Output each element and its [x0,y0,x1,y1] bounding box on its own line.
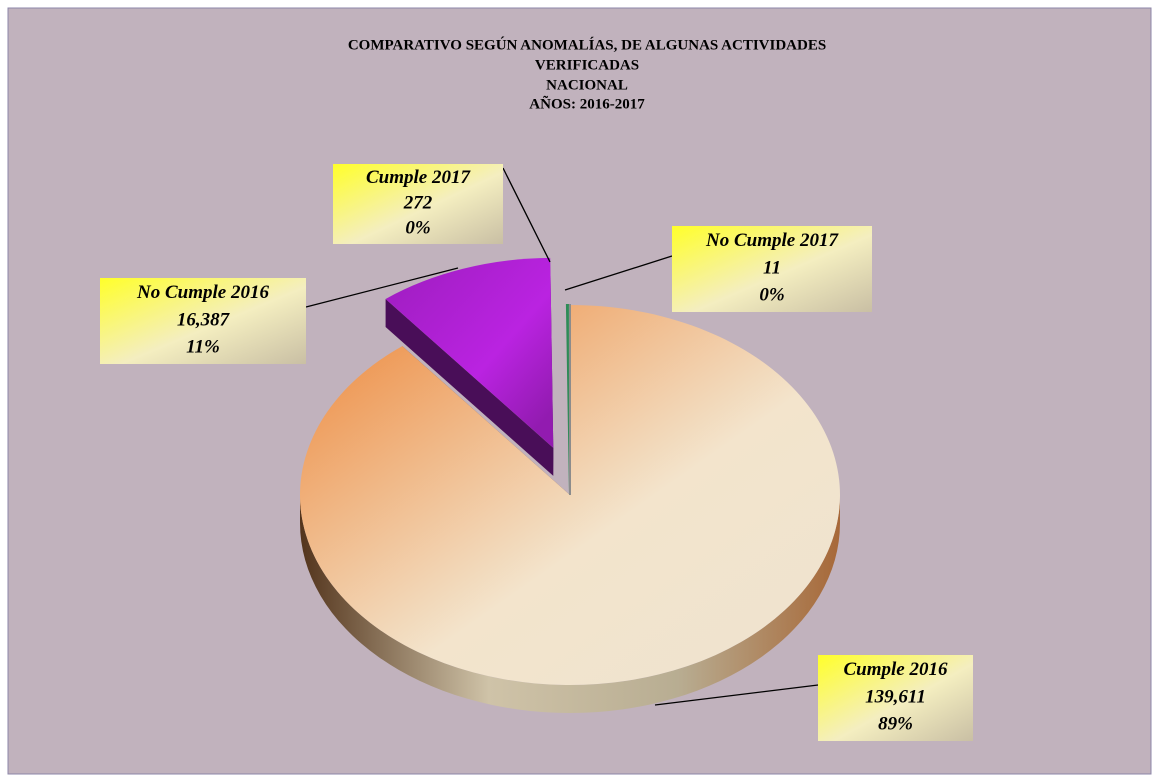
label-percent: 0% [759,285,784,306]
pie [300,257,840,713]
title-line: NACIONAL [546,77,628,93]
data-label: Cumple 2017 272 0% [333,164,503,244]
label-box [100,278,306,364]
label-percent: 11% [186,337,220,358]
label-box [818,655,973,741]
leader-line [305,267,459,308]
data-label: Cumple 2016 139,611 89% [818,655,973,741]
label-box [333,164,503,244]
label-value: 272 [403,192,433,213]
label-value: 16,387 [177,309,231,330]
leader-line [564,255,673,291]
leader-line [654,684,819,706]
label-value: 11 [763,257,781,278]
chart-title: COMPARATIVO SEGÚN ANOMALÍAS, DE ALGUNAS … [348,36,826,112]
label-category: Cumple 2017 [366,167,471,188]
slice-face [385,298,554,476]
title-line: VERIFICADAS [535,57,639,73]
pie-slice [385,257,554,448]
data-label: No Cumple 2016 16,387 11% [100,278,306,364]
title-line: AÑOS: 2016-2017 [529,94,645,112]
label-category: Cumple 2016 [844,659,948,680]
label-box [672,226,872,312]
data-label: No Cumple 2017 11 0% [672,226,872,312]
label-percent: 89% [878,714,913,735]
label-category: No Cumple 2016 [136,282,269,303]
leader-line [502,167,551,263]
label-value: 139,611 [865,686,926,707]
title-line: COMPARATIVO SEGÚN ANOMALÍAS, DE ALGUNAS … [348,36,826,53]
label-percent: 0% [405,218,430,239]
label-category: No Cumple 2017 [705,230,839,251]
